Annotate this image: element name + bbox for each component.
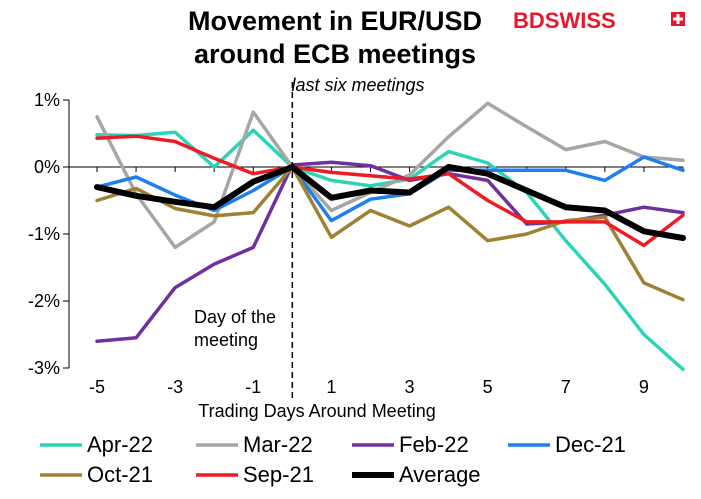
annotation-line2: meeting — [194, 330, 258, 350]
series-line-average — [94, 164, 686, 241]
x-tick-label: 5 — [483, 377, 493, 397]
chart-title-line2: around ECB meetings — [194, 39, 476, 69]
series-line-oct-21 — [95, 165, 685, 302]
y-tick-label: 1% — [34, 90, 60, 110]
legend-item: Dec-21 — [508, 432, 626, 457]
annotation-line1: Day of the — [194, 307, 276, 327]
x-tick-label: 7 — [561, 377, 571, 397]
legend-label: Mar-22 — [243, 432, 313, 457]
legend-label: Apr-22 — [87, 432, 153, 457]
legend-label: Dec-21 — [555, 432, 626, 457]
y-tick-label: -2% — [28, 291, 60, 311]
series-line-mar-22 — [95, 101, 685, 250]
bdswiss-logo: BDSWISS — [513, 8, 685, 33]
legend-item: Oct-21 — [40, 462, 153, 487]
x-tick-label: 1 — [326, 377, 336, 397]
y-axis: 1% 0% -1% -2% -3% — [28, 90, 70, 378]
x-tick-label: -5 — [89, 377, 105, 397]
legend-item: Average — [352, 462, 481, 487]
series-lines — [94, 101, 686, 372]
x-tick-label: -3 — [167, 377, 183, 397]
chart-subtitle: last six meetings — [291, 75, 424, 95]
x-axis-title: Trading Days Around Meeting — [198, 401, 435, 421]
chart-title-line1: Movement in EUR/USD — [188, 6, 482, 36]
legend-item: Mar-22 — [196, 432, 313, 457]
series-line-apr-22 — [95, 128, 685, 372]
legend-label: Sep-21 — [243, 462, 314, 487]
y-tick-label: -3% — [28, 358, 60, 378]
y-tick-label: 0% — [34, 157, 60, 177]
legend-label: Feb-22 — [399, 432, 469, 457]
y-tick-label: -1% — [28, 224, 60, 244]
x-tick-label: -1 — [245, 377, 261, 397]
x-tick-label: 9 — [639, 377, 649, 397]
series-line-sep-21 — [95, 134, 685, 248]
legend: Apr-22 Mar-22 Feb-22 Dec-21 Oct-21 Sep-21 Aver… — [40, 432, 626, 487]
legend-label: Average — [399, 462, 481, 487]
logo-text: BDSWISS — [513, 8, 616, 33]
legend-label: Oct-21 — [87, 462, 153, 487]
legend-item: Apr-22 — [40, 432, 153, 457]
x-tick-label: 3 — [405, 377, 415, 397]
legend-item: Sep-21 — [196, 462, 314, 487]
legend-item: Feb-22 — [352, 432, 469, 457]
